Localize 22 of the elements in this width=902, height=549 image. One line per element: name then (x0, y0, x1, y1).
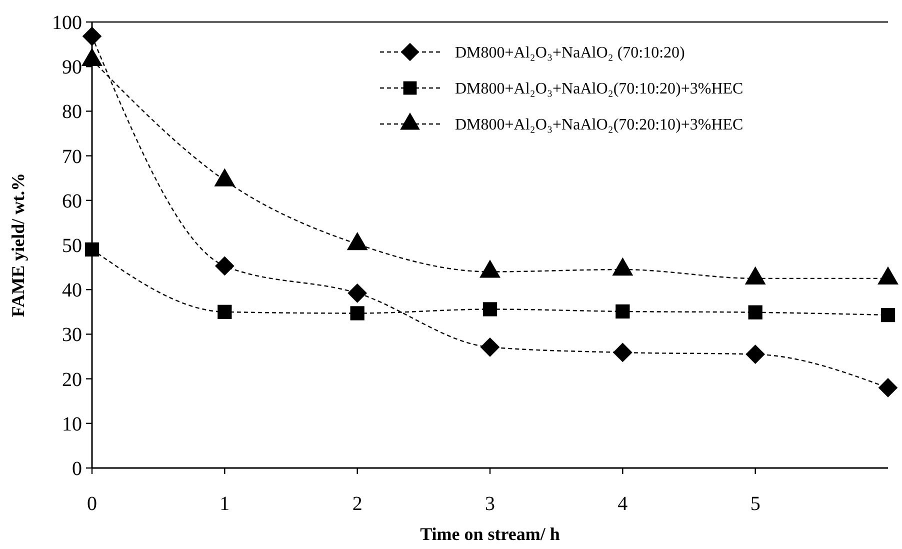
y-tick-label: 60 (62, 190, 82, 212)
x-tick-label: 3 (485, 493, 495, 515)
y-tick-label: 80 (62, 101, 82, 124)
x-tick-label: 5 (750, 493, 760, 515)
legend-label: DM800+Al₂O₃+NaAlO₂(70:20:10)+3%HEC (455, 116, 744, 134)
x-tick-label: 4 (618, 493, 628, 515)
y-tick-label: 50 (62, 235, 82, 257)
y-tick-label: 90 (62, 56, 82, 79)
y-tick-label: 0 (72, 458, 82, 480)
legend-label: DM800+Al₂O₃+NaAlO₂(70:10:20)+3%HEC (455, 80, 744, 98)
y-tick-label: 10 (62, 413, 82, 436)
x-tick-label: 1 (220, 493, 230, 515)
y-tick-label: 20 (62, 368, 82, 391)
legend-label: DM800+Al₂O₃+NaAlO₂ (70:10:20) (455, 44, 685, 62)
x-axis-title: Time on stream/ h (420, 524, 560, 544)
y-axis-title: FAME yield/ wt.% (8, 172, 28, 318)
y-tick-label: 70 (62, 146, 82, 168)
x-tick-label: 0 (87, 493, 97, 515)
y-tick-label: 100 (52, 12, 82, 34)
y-tick-label: 30 (62, 324, 82, 346)
x-tick-label: 2 (352, 493, 362, 515)
y-tick-label: 40 (62, 280, 82, 302)
